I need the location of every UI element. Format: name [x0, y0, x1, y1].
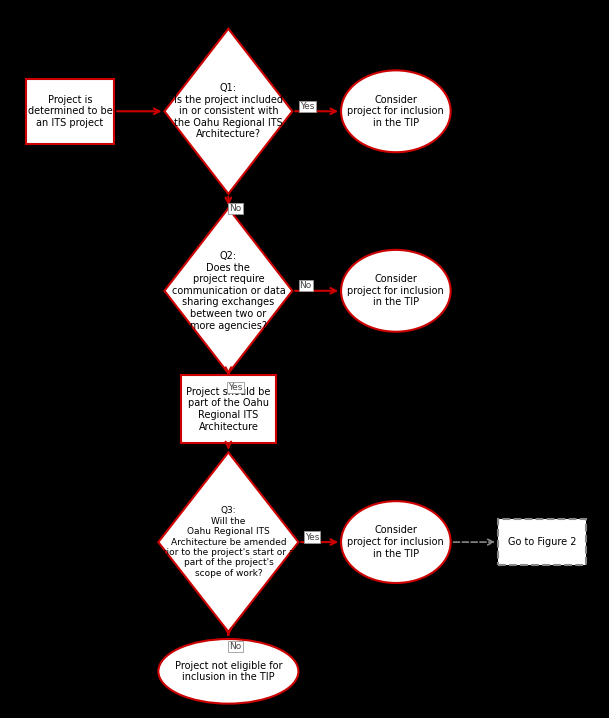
Text: Q1:
Is the project included
in or consistent with
the Oahu Regional ITS
Architec: Q1: Is the project included in or consis…	[174, 83, 283, 139]
Text: No: No	[230, 642, 242, 651]
Ellipse shape	[341, 250, 451, 332]
Text: Yes: Yes	[300, 102, 315, 111]
Text: Yes: Yes	[304, 533, 319, 541]
Text: Project should be
part of the Oahu
Regional ITS
Architecture: Project should be part of the Oahu Regio…	[186, 387, 270, 432]
Text: No: No	[300, 281, 312, 290]
Text: Yes: Yes	[228, 383, 243, 392]
Ellipse shape	[341, 70, 451, 152]
Polygon shape	[158, 452, 298, 632]
Text: Project is
determined to be
an ITS project: Project is determined to be an ITS proje…	[27, 95, 113, 128]
Polygon shape	[164, 29, 292, 194]
Text: Consider
project for inclusion
in the TIP: Consider project for inclusion in the TI…	[348, 95, 444, 128]
Ellipse shape	[341, 501, 451, 583]
Text: Consider
project for inclusion
in the TIP: Consider project for inclusion in the TI…	[348, 274, 444, 307]
FancyBboxPatch shape	[181, 375, 275, 443]
Text: Project not eligible for
inclusion in the TIP: Project not eligible for inclusion in th…	[175, 661, 282, 682]
Text: Consider
project for inclusion
in the TIP: Consider project for inclusion in the TI…	[348, 526, 444, 559]
Text: Q3:
Will the
Oahu Regional ITS
Architecture be amended
prior to the project's st: Q3: Will the Oahu Regional ITS Architect…	[157, 506, 300, 578]
FancyBboxPatch shape	[26, 79, 114, 144]
Text: Q2:
Does the
project require
communication or data
sharing exchanges
between two: Q2: Does the project require communicati…	[172, 251, 285, 330]
Text: No: No	[230, 204, 242, 213]
Ellipse shape	[158, 639, 298, 704]
Polygon shape	[164, 208, 292, 373]
FancyBboxPatch shape	[498, 518, 586, 566]
Text: Go to Figure 2: Go to Figure 2	[508, 537, 576, 547]
